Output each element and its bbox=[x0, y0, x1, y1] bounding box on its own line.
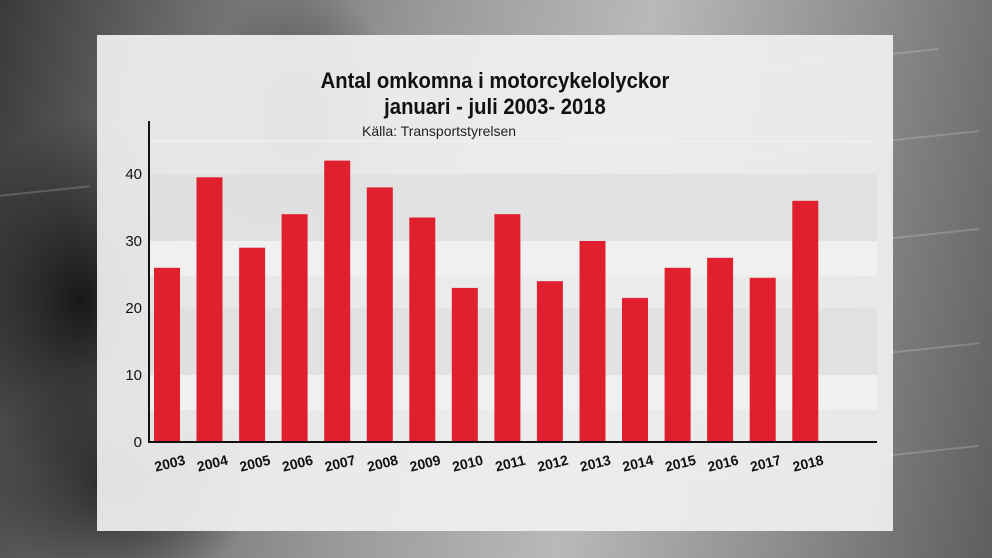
y-tick-label: 0 bbox=[134, 434, 142, 451]
bar-2006 bbox=[281, 214, 308, 442]
x-tick-label: 2017 bbox=[748, 452, 782, 475]
bar-2016 bbox=[707, 257, 734, 443]
bar-2018 bbox=[792, 200, 819, 442]
x-tick-label: 2006 bbox=[280, 452, 314, 475]
chart-source: Källa: Transportstyrelsen bbox=[362, 123, 517, 139]
bar-2008 bbox=[366, 187, 393, 442]
x-tick-label: 2005 bbox=[238, 452, 272, 475]
bar-2017 bbox=[749, 277, 776, 442]
x-tick-label: 2003 bbox=[153, 452, 187, 475]
bar-2011 bbox=[494, 214, 521, 442]
chart-subtitle: januari - juli 2003- 2018 bbox=[384, 94, 606, 119]
bar-2014 bbox=[622, 297, 648, 442]
bar-2009 bbox=[409, 217, 436, 442]
y-tick-label: 20 bbox=[125, 300, 142, 317]
bar-chart: 0 10 20 30 40 2003 2004 2005 2006 2007 2008 2009 20… bbox=[125, 121, 877, 475]
grid-band bbox=[149, 140, 877, 142]
bar-2015 bbox=[664, 267, 691, 442]
bar-2010 bbox=[451, 287, 478, 442]
x-tick-label: 2007 bbox=[323, 452, 357, 475]
bar-2004 bbox=[196, 177, 223, 443]
y-tick-label: 40 bbox=[125, 166, 142, 183]
bar-2013 bbox=[579, 241, 606, 442]
x-tick-label: 2009 bbox=[408, 452, 442, 475]
x-tick-label: 2012 bbox=[536, 452, 570, 475]
bar-2012 bbox=[536, 281, 563, 442]
x-tick-label: 2008 bbox=[365, 452, 399, 475]
chart-title: Antal omkomna i motorcykelolyckor bbox=[320, 68, 670, 93]
x-tick-label: 2015 bbox=[663, 452, 697, 475]
bar-2005 bbox=[239, 247, 266, 442]
bar-2007 bbox=[324, 160, 351, 442]
bar-2003 bbox=[154, 267, 180, 442]
x-tick-label: 2010 bbox=[451, 452, 485, 475]
x-tick-label: 2013 bbox=[578, 452, 612, 475]
y-tick-label: 10 bbox=[125, 367, 142, 384]
x-tick-label: 2011 bbox=[494, 452, 528, 475]
x-tick-label: 2018 bbox=[791, 452, 825, 475]
x-tick-label: 2004 bbox=[195, 452, 229, 475]
x-tick-label: 2016 bbox=[706, 452, 740, 475]
x-tick-label: 2014 bbox=[621, 452, 655, 475]
chart-panel: Antal omkomna i motorcykelolyckor januar… bbox=[97, 35, 893, 531]
y-tick-label: 30 bbox=[125, 233, 142, 250]
